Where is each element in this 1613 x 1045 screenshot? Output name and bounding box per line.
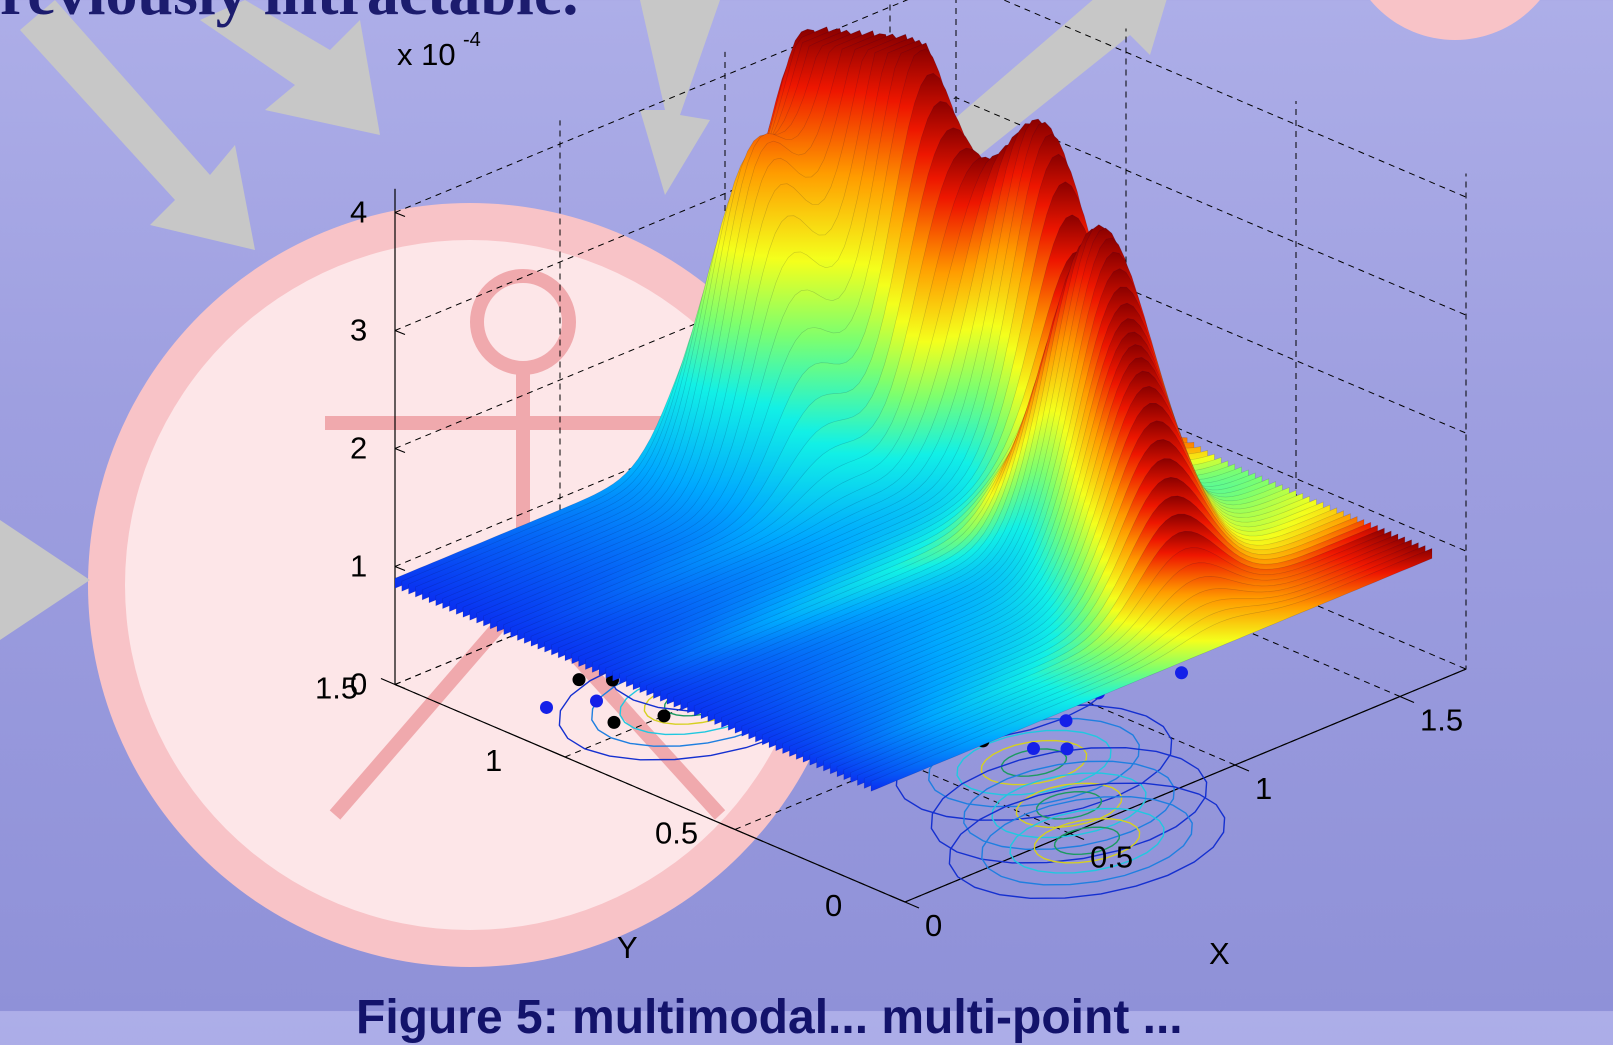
x-tick-mark bbox=[1399, 695, 1415, 704]
slide-heading: reviously intractable. bbox=[0, 0, 578, 30]
arrow-icon bbox=[0, 0, 1167, 640]
sample-point bbox=[607, 715, 621, 729]
z-tick-label: 1 bbox=[350, 549, 367, 584]
contour-line bbox=[980, 739, 1088, 786]
x-tick-mark bbox=[1069, 832, 1085, 841]
z-tick-label: 2 bbox=[350, 431, 367, 466]
grid-line-z bbox=[394, 0, 1467, 213]
y-tick-mark bbox=[380, 677, 396, 686]
sample-point bbox=[1060, 742, 1074, 756]
z-scale-exponent: -4 bbox=[463, 29, 481, 51]
y-tick-label: 0 bbox=[825, 888, 842, 923]
sample-point bbox=[1027, 742, 1040, 755]
contour-line bbox=[1009, 807, 1165, 874]
z-tick-label: 0 bbox=[350, 667, 367, 702]
y-axis-label: Y bbox=[617, 930, 638, 965]
z-tick-label: 3 bbox=[350, 313, 367, 348]
z-scale-label: x 10 bbox=[397, 37, 456, 72]
x-tick-label: 0 bbox=[925, 908, 942, 943]
z-tick-mark bbox=[394, 447, 406, 454]
grid-line-y bbox=[904, 173, 1467, 903]
background-circle-corner bbox=[1370, 0, 1540, 40]
contour-line bbox=[948, 782, 1226, 900]
z-tick-label: 4 bbox=[350, 195, 367, 230]
sample-point bbox=[590, 694, 603, 708]
sample-point bbox=[657, 709, 671, 723]
x-axis-label: X bbox=[1209, 936, 1230, 971]
background-decoration bbox=[0, 0, 1540, 967]
z-tick-mark bbox=[394, 211, 406, 218]
x-tick-mark bbox=[1234, 764, 1250, 772]
sample-point bbox=[572, 673, 586, 687]
z-tick-mark bbox=[394, 329, 406, 336]
surface-strip bbox=[870, 547, 1433, 792]
x-tick-label: 0.5 bbox=[1090, 840, 1133, 875]
x-tick-mark bbox=[904, 901, 920, 909]
figure-caption: Figure 5: multimodal... multi-point ... bbox=[356, 991, 1183, 1044]
contour-line bbox=[991, 772, 1147, 839]
y-tick-label: 1.5 bbox=[315, 671, 358, 706]
y-tick-label: 0.5 bbox=[655, 816, 698, 851]
sample-point bbox=[1175, 666, 1188, 680]
contour-line bbox=[930, 746, 1208, 864]
z-tick-mark bbox=[394, 565, 406, 572]
contour-line bbox=[963, 760, 1175, 851]
density-surface bbox=[394, 26, 1433, 792]
contour-line bbox=[1015, 782, 1123, 829]
x-tick-label: 1 bbox=[1255, 771, 1272, 806]
contour-line bbox=[1035, 790, 1103, 820]
sample-point bbox=[540, 700, 553, 714]
sample-point bbox=[1059, 714, 1073, 728]
contour-line bbox=[1033, 817, 1141, 864]
y-tick-label: 1 bbox=[485, 743, 502, 778]
contour-line bbox=[956, 729, 1112, 796]
contour-line bbox=[981, 795, 1193, 886]
grid-line-z bbox=[394, 97, 1467, 331]
contour-line bbox=[1053, 826, 1121, 856]
x-tick-label: 1.5 bbox=[1420, 703, 1463, 738]
